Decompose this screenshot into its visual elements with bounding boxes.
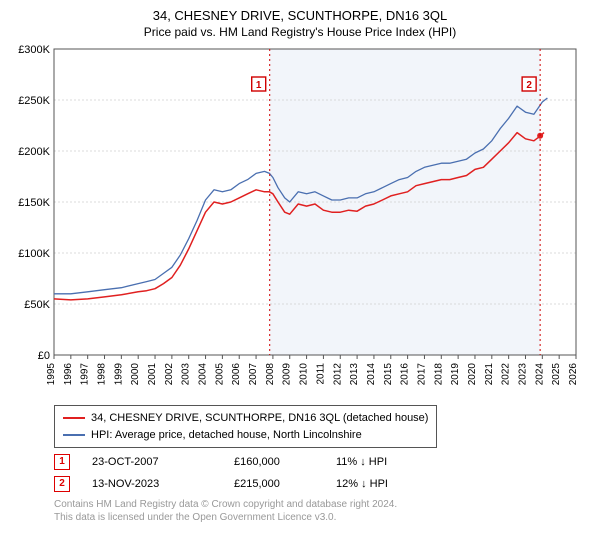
- marker-row: 2 13-NOV-2023 £215,000 12% ↓ HPI: [54, 476, 590, 492]
- svg-text:2024: 2024: [534, 363, 545, 386]
- svg-text:1998: 1998: [97, 363, 108, 386]
- attribution: Contains HM Land Registry data © Crown c…: [54, 498, 590, 524]
- marker-row: 1 23-OCT-2007 £160,000 11% ↓ HPI: [54, 454, 590, 470]
- svg-text:£150K: £150K: [18, 197, 50, 209]
- marker-number-box: 1: [54, 454, 70, 470]
- svg-text:£300K: £300K: [18, 45, 50, 56]
- svg-text:2023: 2023: [517, 363, 528, 386]
- svg-text:£100K: £100K: [18, 248, 50, 260]
- svg-text:2018: 2018: [433, 363, 444, 386]
- svg-text:2005: 2005: [214, 363, 225, 386]
- svg-text:£250K: £250K: [18, 95, 50, 107]
- svg-text:2004: 2004: [198, 363, 209, 386]
- chart-subtitle: Price paid vs. HM Land Registry's House …: [10, 25, 590, 39]
- svg-text:2019: 2019: [450, 363, 461, 386]
- legend-swatch: [63, 417, 85, 419]
- svg-text:2010: 2010: [299, 363, 310, 386]
- chart-area: £0 £50K £100K £150K £200K £250K £300K 1995 1996 1…: [10, 45, 590, 395]
- svg-text:2026: 2026: [568, 363, 579, 386]
- svg-text:2021: 2021: [484, 363, 495, 386]
- chart-title: 34, CHESNEY DRIVE, SCUNTHORPE, DN16 3QL: [10, 8, 590, 23]
- svg-text:1995: 1995: [46, 363, 57, 386]
- svg-text:2020: 2020: [467, 363, 478, 386]
- legend-swatch: [63, 434, 85, 436]
- svg-text:2025: 2025: [551, 363, 562, 386]
- marker-date: 13-NOV-2023: [92, 478, 212, 490]
- svg-text:2022: 2022: [501, 363, 512, 386]
- marker-price: £160,000: [234, 456, 314, 468]
- svg-text:2007: 2007: [248, 363, 259, 386]
- svg-text:2015: 2015: [383, 363, 394, 386]
- svg-text:2016: 2016: [400, 363, 411, 386]
- svg-text:£200K: £200K: [18, 146, 50, 158]
- marker-delta: 12% ↓ HPI: [336, 478, 436, 490]
- legend-label: 34, CHESNEY DRIVE, SCUNTHORPE, DN16 3QL …: [91, 410, 428, 427]
- svg-text:2008: 2008: [265, 363, 276, 386]
- svg-text:1999: 1999: [113, 363, 124, 386]
- svg-text:1997: 1997: [80, 363, 91, 386]
- svg-text:2001: 2001: [147, 363, 158, 386]
- svg-text:1996: 1996: [63, 363, 74, 386]
- svg-text:£50K: £50K: [24, 299, 50, 311]
- svg-text:2014: 2014: [366, 363, 377, 386]
- svg-text:2011: 2011: [315, 363, 326, 385]
- legend-box: 34, CHESNEY DRIVE, SCUNTHORPE, DN16 3QL …: [54, 405, 437, 448]
- marker-price: £215,000: [234, 478, 314, 490]
- svg-text:2013: 2013: [349, 363, 360, 386]
- svg-text:2003: 2003: [181, 363, 192, 386]
- svg-text:2000: 2000: [130, 363, 141, 386]
- chart-svg: £0 £50K £100K £150K £200K £250K £300K 1995 1996 1…: [10, 45, 590, 395]
- marker-date: 23-OCT-2007: [92, 456, 212, 468]
- svg-text:2012: 2012: [332, 363, 343, 386]
- svg-text:2: 2: [526, 80, 532, 91]
- marker-delta: 11% ↓ HPI: [336, 456, 436, 468]
- attribution-line2: This data is licensed under the Open Gov…: [54, 511, 590, 524]
- marker-table: 1 23-OCT-2007 £160,000 11% ↓ HPI 2 13-NOV-202…: [54, 454, 590, 492]
- legend-label: HPI: Average price, detached house, Nort…: [91, 427, 362, 444]
- svg-text:2009: 2009: [282, 363, 293, 386]
- marker-number-box: 2: [54, 476, 70, 492]
- svg-text:2002: 2002: [164, 363, 175, 386]
- attribution-line1: Contains HM Land Registry data © Crown c…: [54, 498, 590, 511]
- legend-item: 34, CHESNEY DRIVE, SCUNTHORPE, DN16 3QL …: [63, 410, 428, 427]
- svg-text:£0: £0: [38, 350, 50, 362]
- chart-container: 34, CHESNEY DRIVE, SCUNTHORPE, DN16 3QL …: [0, 0, 600, 560]
- legend-item: HPI: Average price, detached house, Nort…: [63, 427, 428, 444]
- svg-text:1: 1: [256, 80, 262, 91]
- svg-text:2017: 2017: [416, 363, 427, 386]
- svg-text:2006: 2006: [231, 363, 242, 386]
